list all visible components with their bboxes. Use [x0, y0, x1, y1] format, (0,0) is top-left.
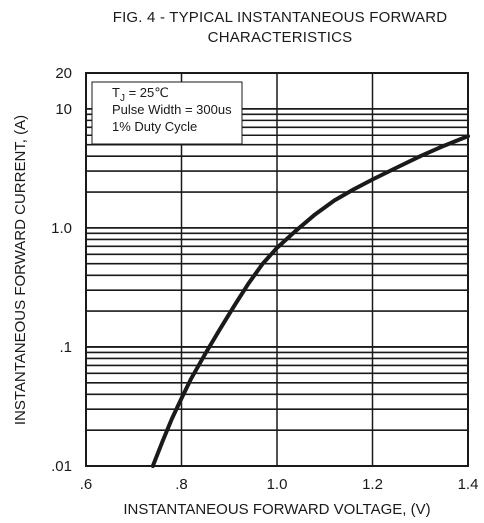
chart-title-line-2: CHARACTERISTICS: [208, 29, 353, 46]
grid-lines: [85, 73, 469, 466]
y-tick-label: .01: [51, 458, 72, 475]
y-tick-labels: .01 .1 1.0 10 20: [51, 65, 72, 475]
chart-title-line-1: FIG. 4 - TYPICAL INSTANTANEOUS FORWARD: [113, 9, 448, 26]
y-axis-label: INSTANTANEOUS FORWARD CURRENT, (A): [12, 115, 29, 425]
x-tick-label: 1.2: [362, 476, 383, 493]
annotation-line: Pulse Width = 300us: [112, 102, 232, 117]
x-axis-label: INSTANTANEOUS FORWARD VOLTAGE, (V): [123, 501, 430, 518]
x-tick-labels: .6 .8 1.0 1.2 1.4: [80, 476, 479, 493]
y-tick-label: 1.0: [51, 220, 72, 237]
y-tick-label: 10: [55, 101, 72, 118]
annotation-line: TJ = 25℃: [112, 85, 169, 104]
x-tick-label: 1.0: [267, 476, 288, 493]
y-tick-label: .1: [59, 339, 72, 356]
x-tick-label: 1.4: [458, 476, 479, 493]
plot-frame: [85, 72, 469, 467]
legend-box: [91, 81, 243, 145]
annotation-line: 1% Duty Cycle: [112, 119, 197, 134]
x-tick-label: .8: [175, 476, 188, 493]
y-tick-label: 20: [55, 65, 72, 82]
forward-current-curve: [150, 134, 470, 468]
x-tick-label: .6: [80, 476, 93, 493]
